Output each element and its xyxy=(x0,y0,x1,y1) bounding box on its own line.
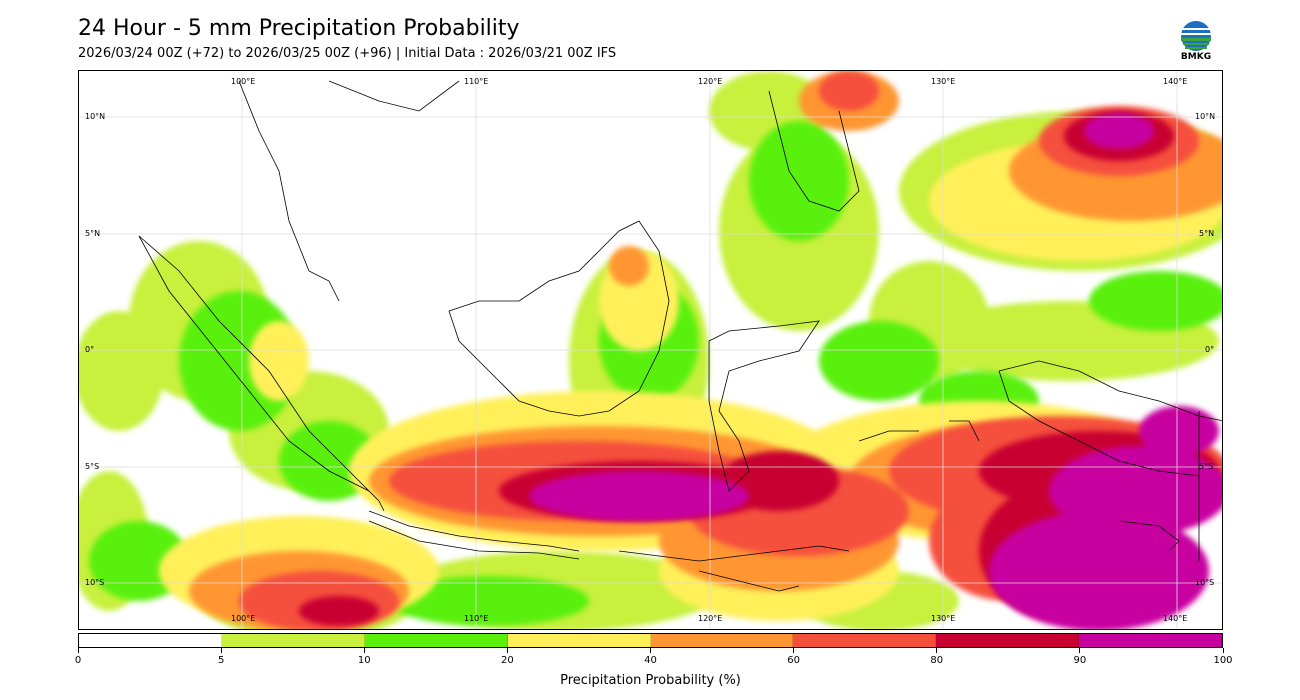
colorbar-tick xyxy=(220,648,222,653)
colorbar-tick-label: 80 xyxy=(930,655,944,666)
lat-label-right: 5°N xyxy=(1199,229,1215,238)
colorbar-tick xyxy=(363,648,365,653)
precipitation-map: 100°E 110°E 120°E 130°E 140°E 100°E 110°… xyxy=(78,70,1223,630)
colorbar-tick xyxy=(506,648,508,653)
colorbar xyxy=(78,633,1223,648)
colorbar-tick-label: 40 xyxy=(644,655,657,666)
map-canvas xyxy=(79,71,1222,629)
lat-label-right: 10°N xyxy=(1195,112,1216,121)
lon-label-bottom: 130°E xyxy=(931,614,956,623)
colorbar-tick xyxy=(936,648,938,653)
colorbar-segment xyxy=(936,634,1080,647)
lat-label-left: 5°N xyxy=(85,229,101,238)
lon-label-bottom: 110°E xyxy=(464,614,489,623)
colorbar-tick-label: 0 xyxy=(74,655,82,666)
colorbar-segment xyxy=(793,634,937,647)
prob-90-100-zone xyxy=(529,113,1222,629)
colorbar-tick-label: 20 xyxy=(501,655,514,666)
colorbar-tick xyxy=(1079,648,1081,653)
lon-label-top: 140°E xyxy=(1163,77,1188,86)
colorbar-segment xyxy=(364,634,508,647)
lat-label-right: 0° xyxy=(1205,345,1215,354)
lon-label-top: 120°E xyxy=(698,77,723,86)
lon-label-top: 100°E xyxy=(231,77,256,86)
colorbar-tick-label: 100 xyxy=(1213,655,1233,666)
colorbar-segment xyxy=(650,634,794,647)
lat-label-left: 5°S xyxy=(85,462,100,471)
bmkg-logo-icon xyxy=(1181,21,1211,51)
colorbar-segment xyxy=(507,634,651,647)
colorbar-tick xyxy=(650,648,651,653)
lon-label-top: 110°E xyxy=(464,77,489,86)
colorbar-tick xyxy=(793,648,795,653)
lon-label-bottom: 140°E xyxy=(1163,614,1188,623)
logo-text: BMKG xyxy=(1180,52,1212,62)
chart-subtitle: 2026/03/24 00Z (+72) to 2026/03/25 00Z (… xyxy=(78,46,617,61)
lat-label-left: 10°S xyxy=(85,578,105,587)
lat-label-right: 5°S xyxy=(1199,462,1214,471)
lat-label-left: 0° xyxy=(85,345,95,354)
coastlines xyxy=(138,80,1222,592)
colorbar-segment xyxy=(221,634,365,647)
chart-title: 24 Hour - 5 mm Precipitation Probability xyxy=(78,16,520,41)
colorbar-tick xyxy=(77,648,79,653)
lat-label-left: 10°N xyxy=(85,112,106,121)
colorbar-tick-label: 90 xyxy=(1073,655,1087,666)
colorbar-tick-label: 10 xyxy=(357,655,371,666)
graticule xyxy=(79,71,1222,629)
lon-label-bottom: 120°E xyxy=(698,614,723,623)
colorbar-tick-label: 5 xyxy=(217,655,225,666)
colorbar-tick-label: 60 xyxy=(787,655,800,666)
colorbar-segment xyxy=(79,634,222,647)
lon-label-bottom: 100°E xyxy=(231,614,256,623)
colorbar-segment xyxy=(1079,634,1222,647)
lat-label-right: 10°S xyxy=(1195,578,1215,587)
colorbar-tick xyxy=(1222,648,1224,653)
colorbar-label: Precipitation Probability (%) xyxy=(560,673,741,688)
lon-label-top: 130°E xyxy=(931,77,956,86)
